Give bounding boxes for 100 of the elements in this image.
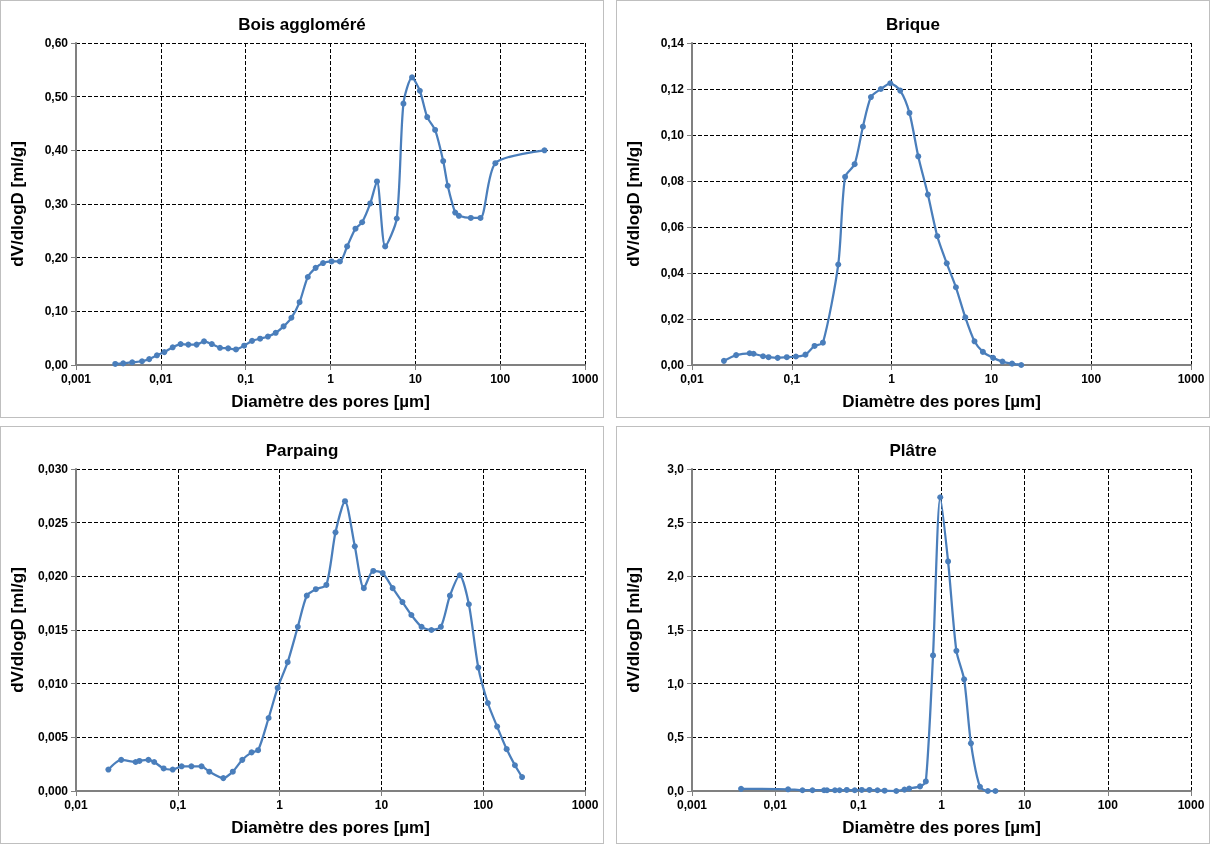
point (393, 215, 400, 222)
x-tick-label: 1000 (571, 798, 599, 812)
point (379, 570, 386, 577)
y-tick-label: 0,020 (37, 569, 69, 584)
point (424, 114, 431, 121)
x-tick-label: 0,1 (783, 372, 801, 386)
point (153, 352, 160, 359)
x-tick-label: 0,01 (64, 798, 88, 812)
point (774, 354, 781, 361)
point (937, 494, 944, 501)
point (193, 341, 200, 348)
point (185, 341, 192, 348)
point (188, 763, 195, 770)
point (328, 258, 335, 265)
y-tick-label: 1,0 (667, 676, 685, 691)
point (248, 749, 255, 756)
point (967, 740, 974, 747)
point (866, 786, 873, 793)
point (924, 191, 931, 198)
point (783, 354, 790, 361)
point (389, 585, 396, 592)
point (503, 746, 510, 753)
point (428, 627, 435, 633)
point (312, 264, 319, 271)
point (400, 100, 407, 107)
point (201, 338, 208, 345)
point (915, 153, 922, 160)
x-tick-label: 0,1 (849, 798, 867, 812)
point (437, 623, 444, 630)
x-tick-label: 1 (888, 372, 896, 386)
point (255, 747, 262, 754)
y-tick-label: 0,60 (44, 36, 69, 50)
point (129, 359, 136, 366)
y-axis-title: dV/dlogD [ml/g] (624, 141, 643, 267)
x-tick-label: 1000 (1177, 798, 1205, 812)
x-tick-label: 1 (327, 372, 335, 386)
y-tick-label: 0,06 (660, 220, 685, 234)
point (336, 258, 343, 265)
x-tick-label: 0,01 (149, 372, 173, 386)
chart-title: Bois aggloméré (238, 15, 366, 34)
y-axis-title: dV/dlogD [ml/g] (8, 567, 27, 693)
point (408, 611, 415, 618)
point (465, 601, 472, 608)
y-tick-label: 0,14 (660, 36, 685, 50)
chart-title: Parpaing (265, 441, 339, 460)
point (953, 647, 960, 654)
point (304, 273, 311, 280)
point (382, 243, 389, 250)
y-tick-label: 0,000 (37, 784, 69, 798)
y-tick-label: 2,0 (667, 569, 685, 584)
point (105, 766, 112, 773)
point (867, 94, 874, 101)
point (146, 356, 153, 363)
point (992, 788, 999, 794)
x-tick-label: 1000 (571, 372, 599, 386)
y-tick-label: 0,30 (44, 197, 69, 211)
y-tick-label: 0,04 (660, 266, 685, 280)
point (843, 786, 850, 793)
x-tick-label: 0,1 (237, 372, 255, 386)
point (161, 349, 168, 356)
y-tick-label: 0,12 (660, 82, 685, 96)
point (440, 158, 447, 165)
point (249, 337, 256, 344)
y-tick-label: 0,010 (37, 676, 69, 691)
y-tick-label: 0,50 (44, 89, 69, 104)
point (323, 581, 330, 588)
point (881, 787, 888, 794)
point (971, 338, 978, 345)
point (1018, 362, 1025, 368)
x-tick-label: 0,001 (60, 372, 92, 386)
point (303, 592, 310, 599)
x-axis-title: Diamètre des pores [µm] (842, 818, 1041, 837)
y-tick-label: 0,08 (660, 174, 685, 188)
point (906, 109, 913, 116)
point (370, 567, 377, 574)
point (139, 358, 146, 365)
point (792, 353, 799, 360)
point (312, 586, 319, 593)
x-tick-label: 0,1 (169, 798, 187, 812)
x-tick-label: 0,001 (676, 798, 708, 812)
y-tick-label: 2,5 (667, 515, 685, 530)
point (288, 314, 295, 321)
point (874, 787, 881, 794)
point (257, 335, 264, 342)
point (1009, 360, 1016, 367)
point (418, 623, 425, 630)
point (962, 314, 969, 321)
y-tick-label: 0,0 (667, 784, 685, 798)
point (811, 342, 818, 349)
point (284, 659, 291, 666)
x-tick-label: 0,01 (680, 372, 704, 386)
y-tick-label: 0,10 (660, 128, 685, 142)
point (842, 173, 849, 180)
point (484, 699, 491, 706)
x-tick-label: 100 (1081, 372, 1102, 386)
y-tick-label: 1,5 (667, 623, 685, 637)
point (265, 715, 272, 722)
point (765, 354, 772, 361)
point (922, 778, 929, 785)
point (151, 759, 158, 766)
